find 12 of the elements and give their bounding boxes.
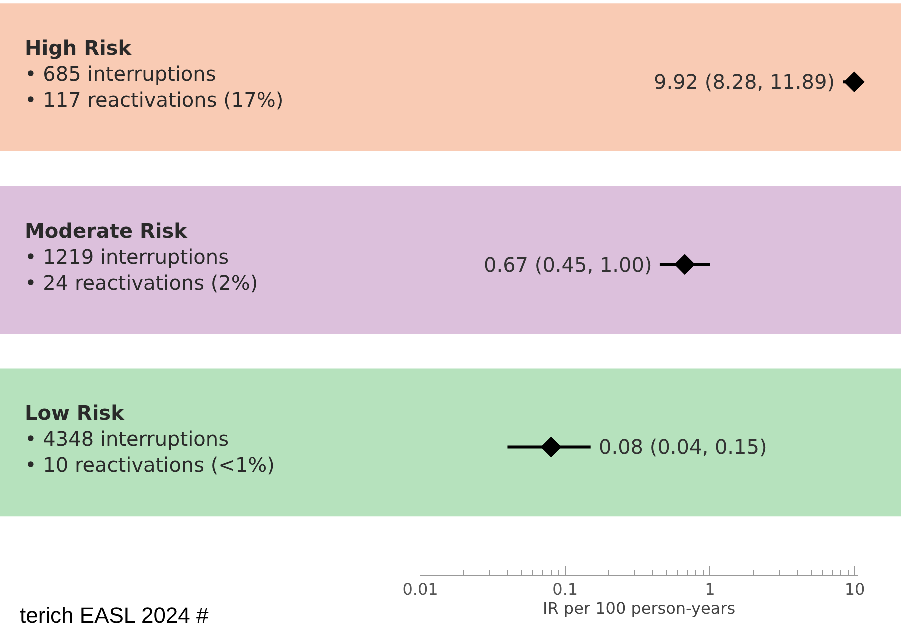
- data-label: 0.08 (0.04, 0.15): [599, 435, 768, 459]
- data-label: 9.92 (8.28, 11.89): [654, 70, 835, 94]
- y-tick-label: Moderate Risk • 1219 interruptions • 24 reactivations (2%): [25, 219, 258, 295]
- y-tick-label: Low Risk • 4348 interruptions • 10 reactivations (<1%): [25, 401, 275, 477]
- x-tick-label: 1: [705, 580, 716, 600]
- x-tick-label: 0.01: [402, 580, 438, 600]
- y-tick-label: High Risk • 685 interruptions • 117 reactivations (17%): [25, 36, 284, 112]
- x-axis-title: IR per 100 person-years: [543, 599, 736, 618]
- data-label: 0.67 (0.45, 1.00): [484, 253, 652, 277]
- x-tick-label: 10: [844, 580, 866, 600]
- x-tick-label: 0.1: [552, 580, 578, 600]
- text: terich EASL 2024 #: [20, 603, 210, 626]
